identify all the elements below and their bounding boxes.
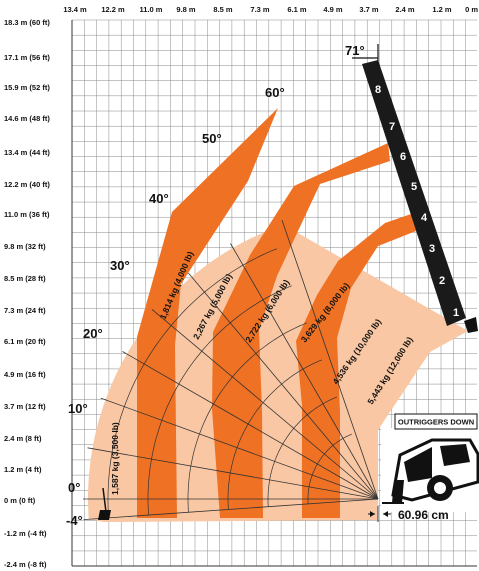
radius-arc: [307, 433, 352, 504]
angle-ray: [230, 243, 379, 500]
y-tick-label: 3.7 m (12 ft): [4, 402, 46, 411]
machine-hub: [434, 482, 446, 494]
angle-label: 20°: [83, 326, 103, 341]
x-tick-label: 11.0 m: [140, 5, 163, 14]
angle-ray: [83, 498, 379, 520]
y-tick-label: 8.5 m (28 ft): [4, 274, 46, 283]
y-tick-label: -1.2 m (-4 ft): [4, 529, 47, 538]
x-tick-label: 4.9 m: [323, 5, 343, 14]
x-tick-label: 12.2 m: [101, 5, 125, 14]
y-tick-label: 18.3 m (60 ft): [4, 18, 50, 27]
angle-label: 40°: [149, 191, 169, 206]
angle-ray: [122, 351, 379, 500]
boom-pivot: [464, 317, 478, 333]
extension-mark: 7: [389, 121, 395, 133]
y-tick-label: 6.1 m (20 ft): [4, 337, 46, 346]
angle-ray: [100, 397, 379, 500]
y-tick-label: 14.6 m (48 ft): [4, 114, 50, 123]
extension-mark: 6: [400, 151, 406, 163]
y-axis-labels: 18.3 m (60 ft) 17.1 m (56 ft) 15.9 m (52 f…: [4, 18, 50, 569]
angle-ray: [87, 447, 379, 500]
y-tick-label: 9.8 m (32 ft): [4, 242, 46, 251]
angle-label: 30°: [110, 258, 130, 273]
angle-label: 60°: [265, 85, 285, 100]
y-tick-label: 11.0 m (36 ft): [4, 210, 50, 219]
load-zones: [88, 108, 468, 523]
angle-ray: [151, 309, 379, 500]
capacity-label: 1,587 kg (3,500 lb): [110, 422, 120, 495]
x-tick-label: 6.1 m: [287, 5, 307, 14]
y-tick-label: 1.2 m (4 ft): [4, 465, 42, 474]
angle-rays: [83, 219, 379, 520]
angle-labels: 71° 60° 50° 40° 30° 20° 10° 0° -4°: [66, 43, 365, 528]
outriggers-box-frame: [394, 413, 478, 430]
machine-outrigger: [392, 480, 404, 503]
light-zone: [88, 224, 468, 523]
radius-arc: [107, 248, 278, 518]
x-tick-label: 8.5 m: [213, 5, 233, 14]
y-tick-label: 12.2 m (40 ft): [4, 180, 50, 189]
dark-zone: [212, 143, 390, 518]
x-tick-label: 2.4 m: [395, 5, 415, 14]
extension-mark: 2: [439, 275, 445, 287]
y-tick-label: 4.9 m (16 ft): [4, 370, 46, 379]
angle-label: -4°: [66, 513, 83, 528]
angle-label: 10°: [68, 401, 88, 416]
x-axis-labels: 13.4 m 12.2 m 11.0 m 9.8 m 8.5 m 7.3 m 6.1 m 4.…: [63, 5, 478, 14]
radius-arc: [147, 285, 292, 516]
outriggers-label: OUTRIGGERS DOWN: [398, 418, 474, 427]
dark-zone: [296, 213, 416, 518]
x-tick-label: 9.8 m: [176, 5, 196, 14]
x-tick-label: 1.2 m: [432, 5, 452, 14]
extension-mark: 8: [375, 84, 381, 96]
y-tick-label: 0 m (0 ft): [4, 496, 36, 505]
telehandler-icon: [381, 428, 479, 512]
dark-zone: [137, 108, 278, 518]
angle-ray: [281, 219, 379, 500]
x-tick-label: 3.7 m: [359, 5, 379, 14]
y-tick-label: 13.4 m (44 ft): [4, 148, 50, 157]
machine-boom-base: [440, 444, 470, 466]
dimension-arrow: [370, 511, 375, 517]
extension-mark: 5: [411, 181, 417, 193]
extension-mark: 3: [429, 243, 435, 255]
x-tick-label: 7.3 m: [250, 5, 270, 14]
dimension-label: 60.96 cm: [398, 508, 449, 522]
angle-ray: [188, 272, 379, 500]
y-tick-label: -2.4 m (-8 ft): [4, 560, 47, 569]
angle-label: 0°: [68, 480, 80, 495]
angle-label: 50°: [202, 131, 222, 146]
radius-arcs: [107, 248, 352, 518]
y-tick-label: 2.4 m (8 ft): [4, 434, 42, 443]
fork-tip: [98, 510, 111, 520]
radius-arc: [267, 396, 337, 507]
boom-arm: 1 2 3 4 5 6 7 8: [98, 44, 478, 521]
y-tick-label: 17.1 m (56 ft): [4, 53, 50, 62]
radius-arc: [227, 359, 322, 510]
x-tick-label: 13.4 m: [63, 5, 87, 14]
extension-mark: 1: [453, 307, 459, 319]
x-tick-label: 0 m: [465, 5, 478, 14]
boom-bar: [362, 60, 466, 326]
y-tick-label: 7.3 m (24 ft): [4, 306, 46, 315]
machine-cab: [404, 447, 432, 482]
y-tick-label: 15.9 m (52 ft): [4, 83, 50, 92]
extension-mark: 4: [421, 212, 428, 224]
outriggers-box: OUTRIGGERS DOWN: [394, 413, 478, 430]
angle-label: 71°: [345, 43, 365, 58]
dimension-marker: 60.96 cm: [368, 506, 449, 522]
dimension-arrow: [383, 511, 388, 517]
radius-arc: [187, 322, 307, 513]
